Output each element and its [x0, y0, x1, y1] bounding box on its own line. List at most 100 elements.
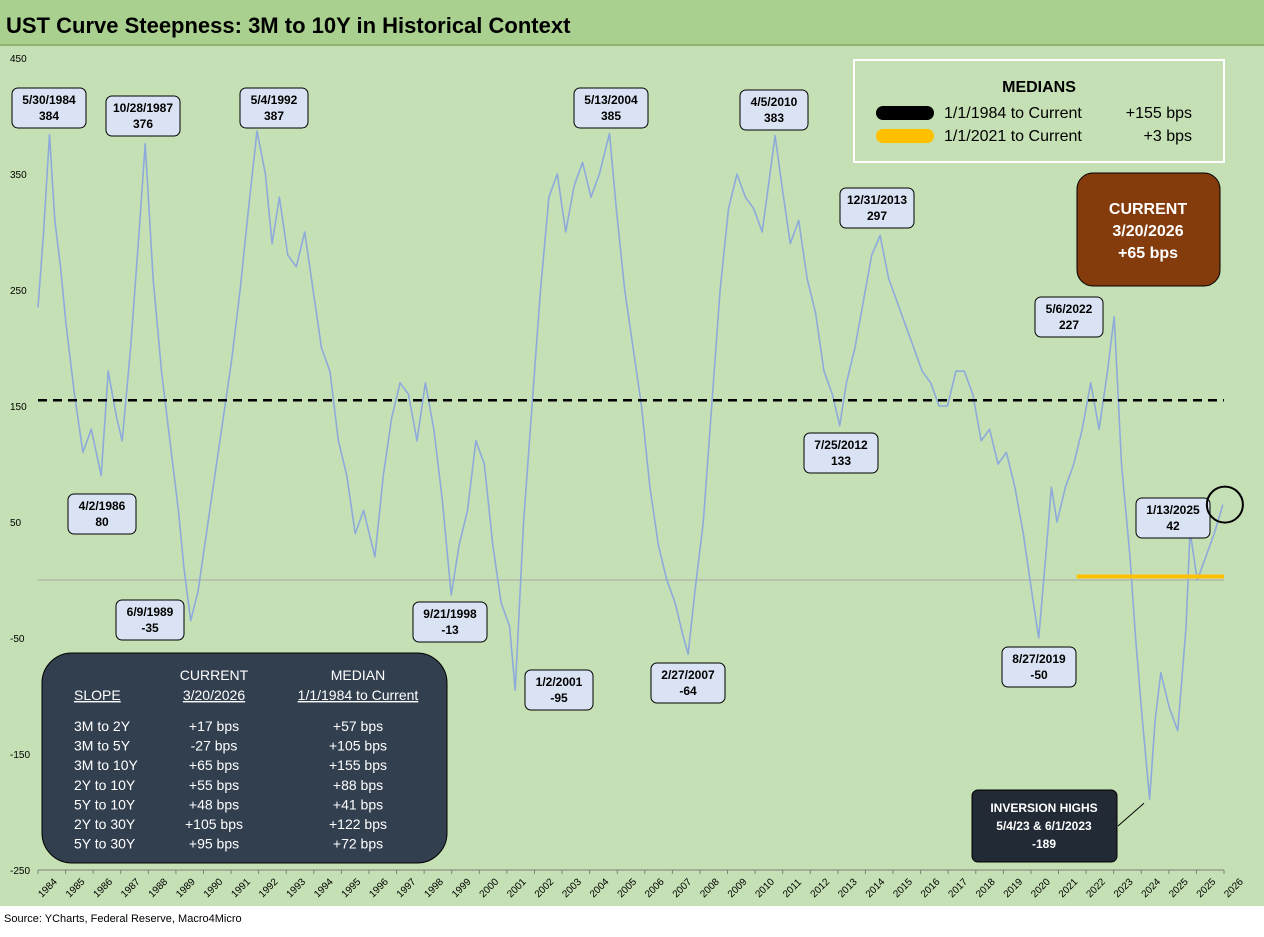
x-tick-label: 2025	[1167, 876, 1191, 900]
annotation-label: 4/2/1986 80	[67, 493, 137, 535]
x-tick-group: 1999	[450, 876, 474, 900]
x-tick-label: 2015	[891, 876, 915, 900]
x-tick-group: 1995	[340, 876, 364, 900]
x-tick-group: 1989	[174, 876, 198, 900]
x-tick-group: 2002	[533, 876, 557, 900]
slope-row-median: +122 bps	[329, 816, 387, 832]
x-tick-label: 2001	[505, 876, 529, 900]
x-tick-group: 1990	[202, 876, 226, 900]
medians-legend: MEDIANS 1/1/1984 to Current +155 bps 1/1/20…	[853, 59, 1225, 163]
y-tick-label: 250	[10, 286, 27, 297]
annotation-label: 5/4/1992 387	[239, 87, 309, 129]
x-tick-group: 2013	[836, 876, 860, 900]
x-tick-label: 2002	[533, 876, 557, 900]
x-tick-label: 2008	[698, 876, 722, 900]
annotation-box	[739, 89, 809, 131]
medians-heading: MEDIANS	[1002, 79, 1076, 96]
slope-table: SLOPE CURRENT 3/20/2026 MEDIAN 1/1/1984 to C…	[41, 652, 448, 864]
annotation-date: 8/27/2019	[1012, 652, 1066, 666]
annotation-date: 9/21/1998	[423, 607, 477, 621]
x-tick-group: 1998	[422, 876, 446, 900]
x-tick-label: 2016	[919, 876, 943, 900]
x-tick-group: 2012	[809, 876, 833, 900]
x-tick-group: 2025	[1167, 876, 1191, 900]
x-tick-label: 2021	[1057, 876, 1081, 900]
annotation-label: 9/21/1998 -13	[412, 601, 488, 643]
x-tick-label: 1990	[202, 876, 226, 900]
annotation-value: 42	[1166, 519, 1180, 533]
x-tick-group: 2020	[1029, 876, 1053, 900]
annotation-box	[1001, 646, 1077, 688]
x-tick-label: 2009	[726, 876, 750, 900]
annotation-date: 5/6/2022	[1046, 302, 1093, 316]
annotation-box	[803, 432, 879, 474]
x-tick-group: 2006	[643, 876, 667, 900]
annotation-label: 1/13/2025 42	[1135, 497, 1211, 539]
chart-area: -250 -150 -50 50 150 250 350 450 1984 1985 1986 198…	[0, 46, 1264, 906]
slope-row-median: +105 bps	[329, 738, 387, 754]
annotation-label: 5/6/2022 227	[1034, 296, 1104, 338]
y-tick-label: -250	[10, 866, 30, 877]
source-note: Source: YCharts, Federal Reserve, Macro4…	[4, 913, 242, 925]
slope-table-box	[41, 652, 448, 864]
x-tick-group: 2004	[588, 876, 612, 900]
x-tick-label: 1998	[422, 876, 446, 900]
x-tick-group: 2003	[560, 876, 584, 900]
x-tick-group: 2000	[478, 876, 502, 900]
inversion-value: -189	[1032, 837, 1056, 851]
x-tick-label: 2013	[836, 876, 860, 900]
annotation-date: 4/5/2010	[751, 95, 798, 109]
x-tick-group: 2024	[1140, 876, 1164, 900]
y-tick-label: 450	[10, 54, 27, 65]
annotation-label: 12/31/2013 297	[839, 187, 915, 229]
x-tick-label: 1993	[285, 876, 309, 900]
slope-header: SLOPE	[74, 687, 121, 703]
slope-row-median: +155 bps	[329, 757, 387, 773]
annotation-box	[67, 493, 137, 535]
x-tick-label: 2011	[781, 877, 804, 900]
y-tick-label: -150	[10, 750, 30, 761]
median-swatch	[876, 129, 934, 143]
x-tick-group: 1987	[119, 876, 143, 900]
annotation-label: 10/28/1987 376	[105, 95, 181, 137]
annotation-box	[239, 87, 309, 129]
annotation-label: 2/27/2007 -64	[650, 662, 726, 704]
annotation-label: 5/30/1984 384	[11, 87, 87, 129]
slope-header-top: MEDIAN	[331, 667, 385, 683]
annotation-date: 1/13/2025	[1146, 503, 1200, 517]
x-tick-label: 1992	[257, 876, 281, 900]
x-tick-group: 2016	[919, 876, 943, 900]
annotation-value: 80	[95, 515, 109, 529]
y-tick-label: -50	[10, 634, 25, 645]
x-tick-group: 1992	[257, 876, 281, 900]
x-tick-group: 2010	[753, 876, 777, 900]
x-tick-label: 2026	[1222, 876, 1246, 900]
x-tick-group: 1988	[147, 876, 171, 900]
slope-row-name: 3M to 2Y	[74, 718, 131, 734]
slope-row-name: 3M to 10Y	[74, 757, 138, 773]
x-tick-label: 1989	[174, 876, 198, 900]
x-tick-label: 2023	[1112, 876, 1136, 900]
slope-row-median: +41 bps	[333, 796, 383, 812]
inversion-pointer	[1117, 802, 1145, 827]
median-label: 1/1/2021 to Current	[944, 128, 1082, 145]
annotation-label: 6/9/1989 -35	[115, 599, 185, 641]
inversion-callout: INVERSION HIGHS 5/4/23 & 6/1/2023 -189	[971, 789, 1118, 863]
x-tick-group: 2018	[974, 876, 998, 900]
annotation-value: 385	[601, 109, 621, 123]
annotation-date: 7/25/2012	[814, 438, 868, 452]
x-tick-label: 2022	[1084, 876, 1108, 900]
slope-row-current: +105 bps	[185, 816, 243, 832]
current-value: +65 bps	[1118, 245, 1178, 262]
y-tick-label: 150	[10, 402, 27, 413]
y-tick-label: 50	[10, 518, 22, 529]
x-tick-label: 2014	[864, 876, 888, 900]
median-value: +155 bps	[1126, 105, 1192, 122]
x-tick-group: 1997	[395, 876, 419, 900]
x-tick-label: 2019	[1002, 876, 1026, 900]
current-title: CURRENT	[1109, 201, 1187, 218]
slope-row-current: +55 bps	[189, 777, 239, 793]
annotation-date: 1/2/2001	[536, 675, 583, 689]
annotation-value: -95	[550, 691, 568, 705]
annotation-date: 5/30/1984	[22, 93, 76, 107]
